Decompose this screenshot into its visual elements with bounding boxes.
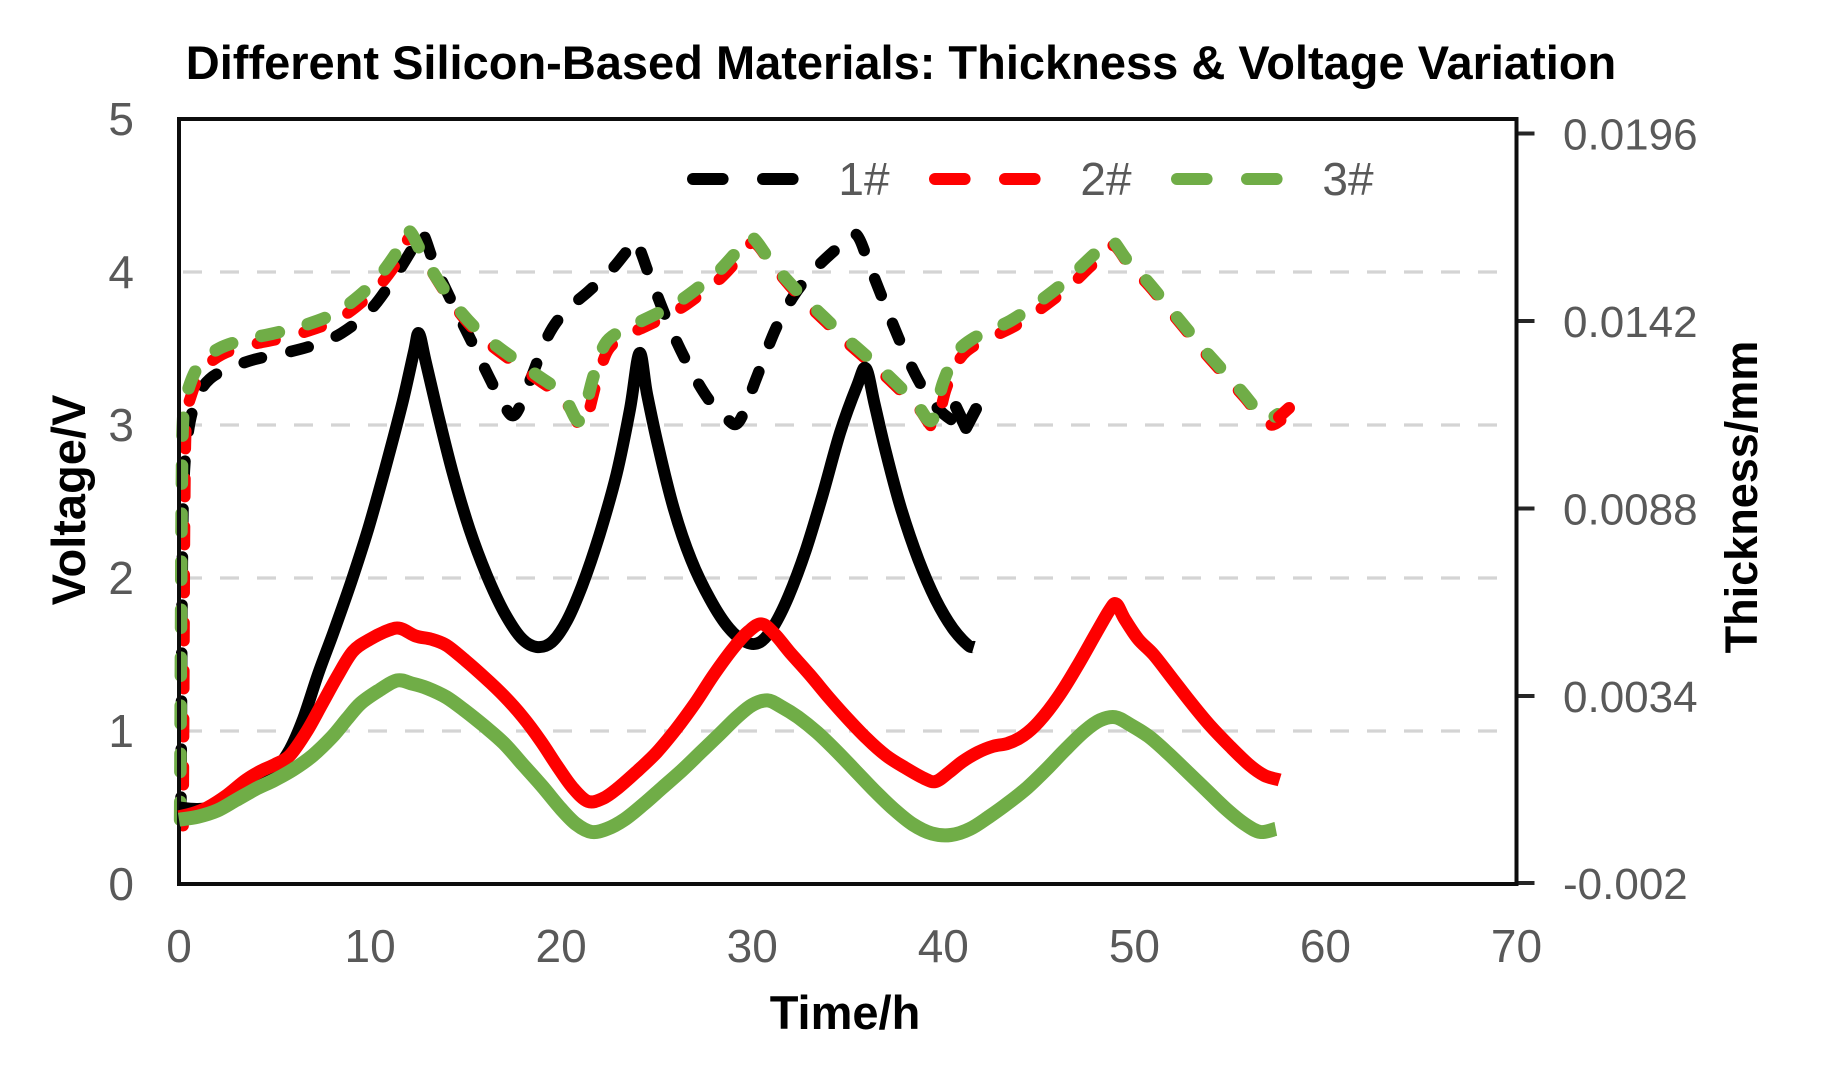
svg-text:60: 60 [1300, 920, 1351, 972]
svg-text:0: 0 [166, 920, 192, 972]
svg-text:70: 70 [1491, 920, 1542, 972]
svg-text:Time/h: Time/h [770, 986, 921, 1039]
svg-text:40: 40 [918, 920, 969, 972]
svg-text:0.0196: 0.0196 [1563, 111, 1698, 160]
svg-text:4: 4 [108, 246, 134, 298]
svg-text:30: 30 [727, 920, 778, 972]
svg-text:50: 50 [1109, 920, 1160, 972]
svg-text:1: 1 [108, 705, 134, 757]
svg-text:0.0088: 0.0088 [1563, 486, 1698, 535]
svg-text:1#: 1# [838, 153, 890, 205]
svg-text:Thickness/mm: Thickness/mm [1716, 341, 1767, 654]
svg-text:Different Silicon-Based Materi: Different Silicon-Based Materials: Thick… [186, 36, 1616, 89]
svg-text:Voltage/V: Voltage/V [42, 394, 95, 605]
svg-text:3: 3 [108, 399, 134, 451]
svg-text:2: 2 [108, 552, 134, 604]
svg-text:3#: 3# [1322, 153, 1374, 205]
svg-text:5: 5 [108, 93, 134, 145]
svg-text:0.0034: 0.0034 [1563, 673, 1698, 722]
svg-text:0: 0 [108, 858, 134, 910]
svg-text:10: 10 [345, 920, 396, 972]
svg-text:20: 20 [536, 920, 587, 972]
svg-text:-0.002: -0.002 [1563, 860, 1688, 909]
svg-text:2#: 2# [1080, 153, 1132, 205]
svg-text:0.0142: 0.0142 [1563, 298, 1698, 347]
